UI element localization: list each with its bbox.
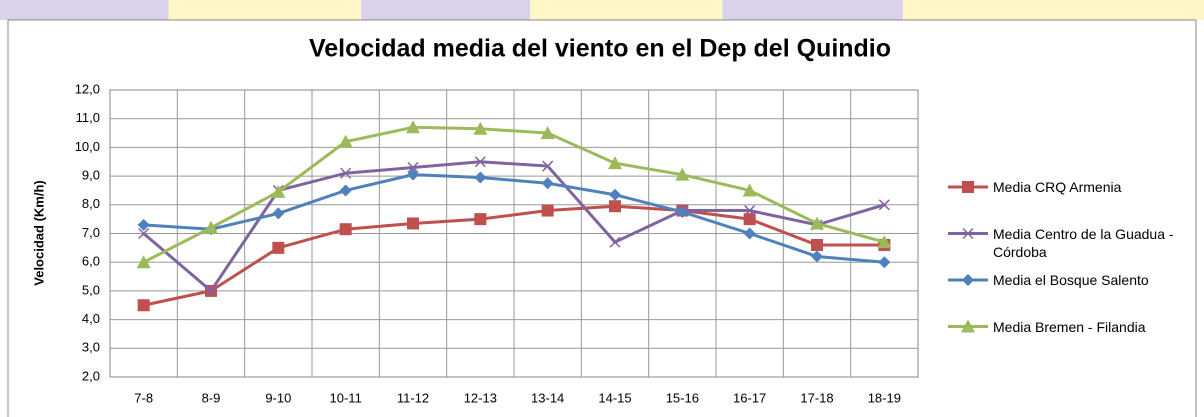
marker: [609, 200, 621, 213]
y-tick-label: 2,0: [82, 368, 100, 383]
marker: [962, 227, 974, 240]
marker: [811, 250, 823, 263]
y-tick-label: 12,0: [75, 81, 100, 96]
marker: [473, 121, 488, 135]
marker: [877, 235, 892, 249]
series-line: [143, 173, 885, 264]
marker: [541, 177, 554, 190]
marker: [474, 171, 487, 184]
marker: [743, 227, 756, 240]
marker: [138, 227, 150, 240]
y-tick-label: 9,0: [82, 168, 100, 183]
marker: [340, 167, 352, 179]
marker: [542, 160, 554, 172]
y-tick-label: 10,0: [75, 139, 100, 154]
x-tick-label: 15-16: [666, 390, 699, 405]
y-axis-label: Velocidad (Km/h): [31, 180, 46, 285]
y-tick-label: 5,0: [82, 282, 100, 297]
chart-frame: [7, 19, 1197, 417]
marker: [339, 184, 352, 197]
x-tick-label: 10-11: [330, 390, 362, 405]
x-tick-label: 9-10: [265, 390, 291, 405]
marker: [338, 134, 353, 148]
legend-label: Media Bremen - Filandia: [993, 318, 1146, 335]
marker: [675, 167, 690, 181]
marker: [272, 241, 285, 254]
marker: [272, 207, 285, 220]
x-tick-label: 12-13: [464, 390, 497, 405]
marker: [541, 204, 554, 217]
marker: [962, 181, 974, 193]
marker: [204, 220, 218, 234]
marker: [339, 223, 352, 236]
y-tick-label: 11,0: [76, 110, 100, 125]
legend-label: Media Centro de la Guadua - Córdoba: [993, 225, 1174, 260]
marker: [609, 188, 621, 201]
x-tick-label: 13-14: [531, 390, 564, 405]
background: [0, 0, 1204, 20]
marker: [540, 126, 555, 140]
marker: [676, 205, 689, 218]
y-tick-label: 8,0: [82, 196, 100, 211]
marker: [406, 120, 420, 134]
marker: [137, 299, 150, 312]
x-tick-label: 11-12: [397, 390, 429, 405]
marker: [474, 156, 486, 168]
marker: [271, 184, 286, 198]
x-tick-label: 8-9: [202, 390, 221, 405]
marker: [810, 216, 824, 230]
marker: [962, 274, 974, 286]
x-tick-label: 16-17: [733, 390, 766, 405]
marker: [136, 255, 151, 269]
series-line: [142, 125, 885, 264]
marker: [878, 256, 891, 269]
legend-label: Media CRQ Armenia: [993, 179, 1122, 195]
plot-area: [109, 89, 919, 378]
x-tick-label: 7-8: [134, 390, 153, 405]
marker: [407, 217, 419, 230]
chart-title: Velocidad media del viento en el Dep del…: [309, 35, 891, 63]
marker: [744, 205, 756, 217]
marker: [811, 238, 823, 251]
marker: [608, 156, 622, 170]
x-tick-label: 17-18: [800, 390, 833, 405]
y-tick-label: 4,0: [82, 311, 100, 326]
y-tick-label: 3,0: [82, 340, 100, 355]
marker: [474, 213, 487, 226]
series-line: [142, 160, 885, 294]
marker: [137, 218, 150, 231]
y-tick-label: 6,0: [82, 254, 100, 269]
legend-label: Media el Bosque Salento: [993, 272, 1149, 288]
x-tick-label: 18-19: [868, 390, 901, 405]
series-line: [143, 204, 885, 307]
y-tick-label: 7,0: [82, 225, 100, 240]
marker: [407, 168, 419, 181]
x-tick-label: 14-15: [598, 390, 631, 405]
marker: [205, 285, 217, 297]
marker: [742, 183, 757, 197]
marker: [609, 236, 621, 248]
marker: [961, 319, 975, 333]
marker: [878, 199, 890, 211]
marker: [407, 161, 419, 174]
marker: [743, 213, 756, 226]
